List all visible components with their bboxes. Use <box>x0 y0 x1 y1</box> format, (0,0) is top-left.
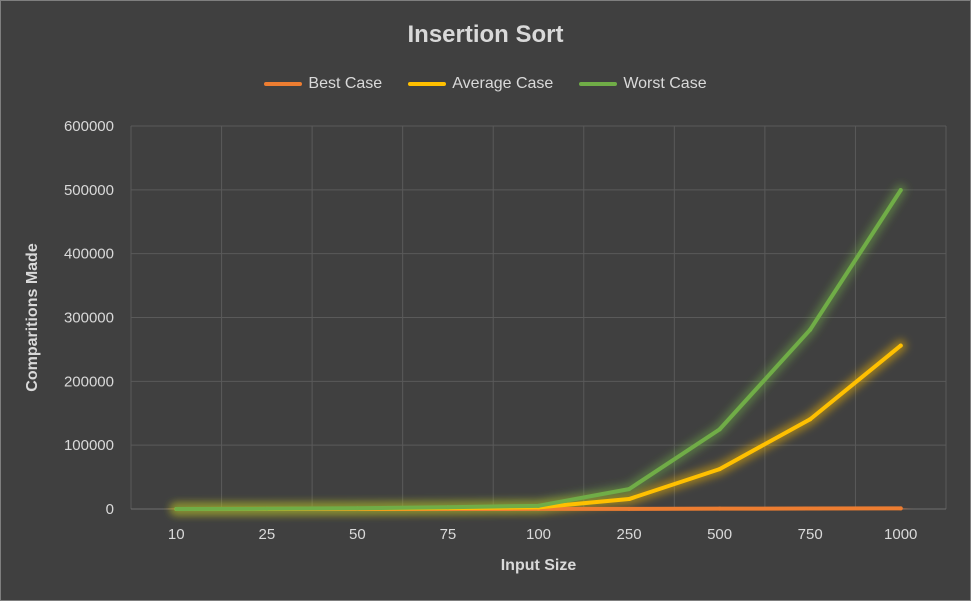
chart-title: Insertion Sort <box>407 21 564 48</box>
data-point-worst-case <box>898 188 903 193</box>
data-point-average-case <box>898 343 903 348</box>
data-point-worst-case <box>536 503 541 508</box>
data-point-best-case <box>808 506 813 511</box>
legend-item-worst-case: Worst Case <box>579 75 707 93</box>
data-point-average-case <box>808 417 813 422</box>
y-tick-label: 600000 <box>64 118 114 135</box>
legend-label-worst-case: Worst Case <box>623 75 707 92</box>
data-point-worst-case <box>264 506 269 511</box>
axis-labels: 0 100000 200000 300000 400000 500000 600000 10 2… <box>24 118 917 574</box>
x-tick-label: 500 <box>707 526 732 543</box>
data-point-best-case <box>627 506 632 511</box>
legend-label-best-case: Best Case <box>308 75 383 92</box>
data-point-best-case <box>898 506 903 511</box>
x-tick-label: 50 <box>349 526 366 543</box>
legend-swatch-worst-case <box>579 82 618 86</box>
legend-item-average-case: Average Case <box>408 75 553 93</box>
y-tick-label: 100000 <box>64 437 114 454</box>
legend-swatch-average-case <box>408 82 447 86</box>
data-point-average-case <box>717 467 722 472</box>
data-point-worst-case <box>717 427 722 432</box>
legend: Best Case Average Case Worst Case <box>1 75 970 93</box>
series-line-average-case <box>174 343 903 511</box>
y-axis-title: Comparitions Made <box>24 243 41 392</box>
x-tick-label: 25 <box>258 526 275 543</box>
data-point-worst-case <box>808 327 813 332</box>
y-tick-label: 300000 <box>64 310 114 327</box>
data-point-worst-case <box>174 506 179 511</box>
x-axis-title: Input Size <box>501 557 577 574</box>
legend-label-average-case: Average Case <box>452 75 554 92</box>
series-lines <box>170 184 907 515</box>
y-tick-label: 400000 <box>64 246 114 263</box>
data-point-best-case <box>717 506 722 511</box>
series-line-worst-case <box>174 188 903 511</box>
x-tick-label: 750 <box>798 526 823 543</box>
data-point-worst-case <box>627 487 632 492</box>
x-tick-label: 100 <box>526 526 551 543</box>
legend-swatch-best-case <box>264 82 303 86</box>
legend-item-best-case: Best Case <box>264 75 382 93</box>
y-tick-label: 0 <box>106 501 114 518</box>
data-point-worst-case <box>445 505 450 510</box>
x-tick-label: 250 <box>617 526 642 543</box>
x-tick-label: 10 <box>168 526 185 543</box>
x-tick-label: 75 <box>440 526 457 543</box>
data-point-worst-case <box>355 506 360 511</box>
x-tick-label: 1000 <box>884 526 917 543</box>
y-tick-label: 500000 <box>64 182 114 199</box>
data-point-average-case <box>627 497 632 502</box>
y-tick-label: 200000 <box>64 373 114 390</box>
